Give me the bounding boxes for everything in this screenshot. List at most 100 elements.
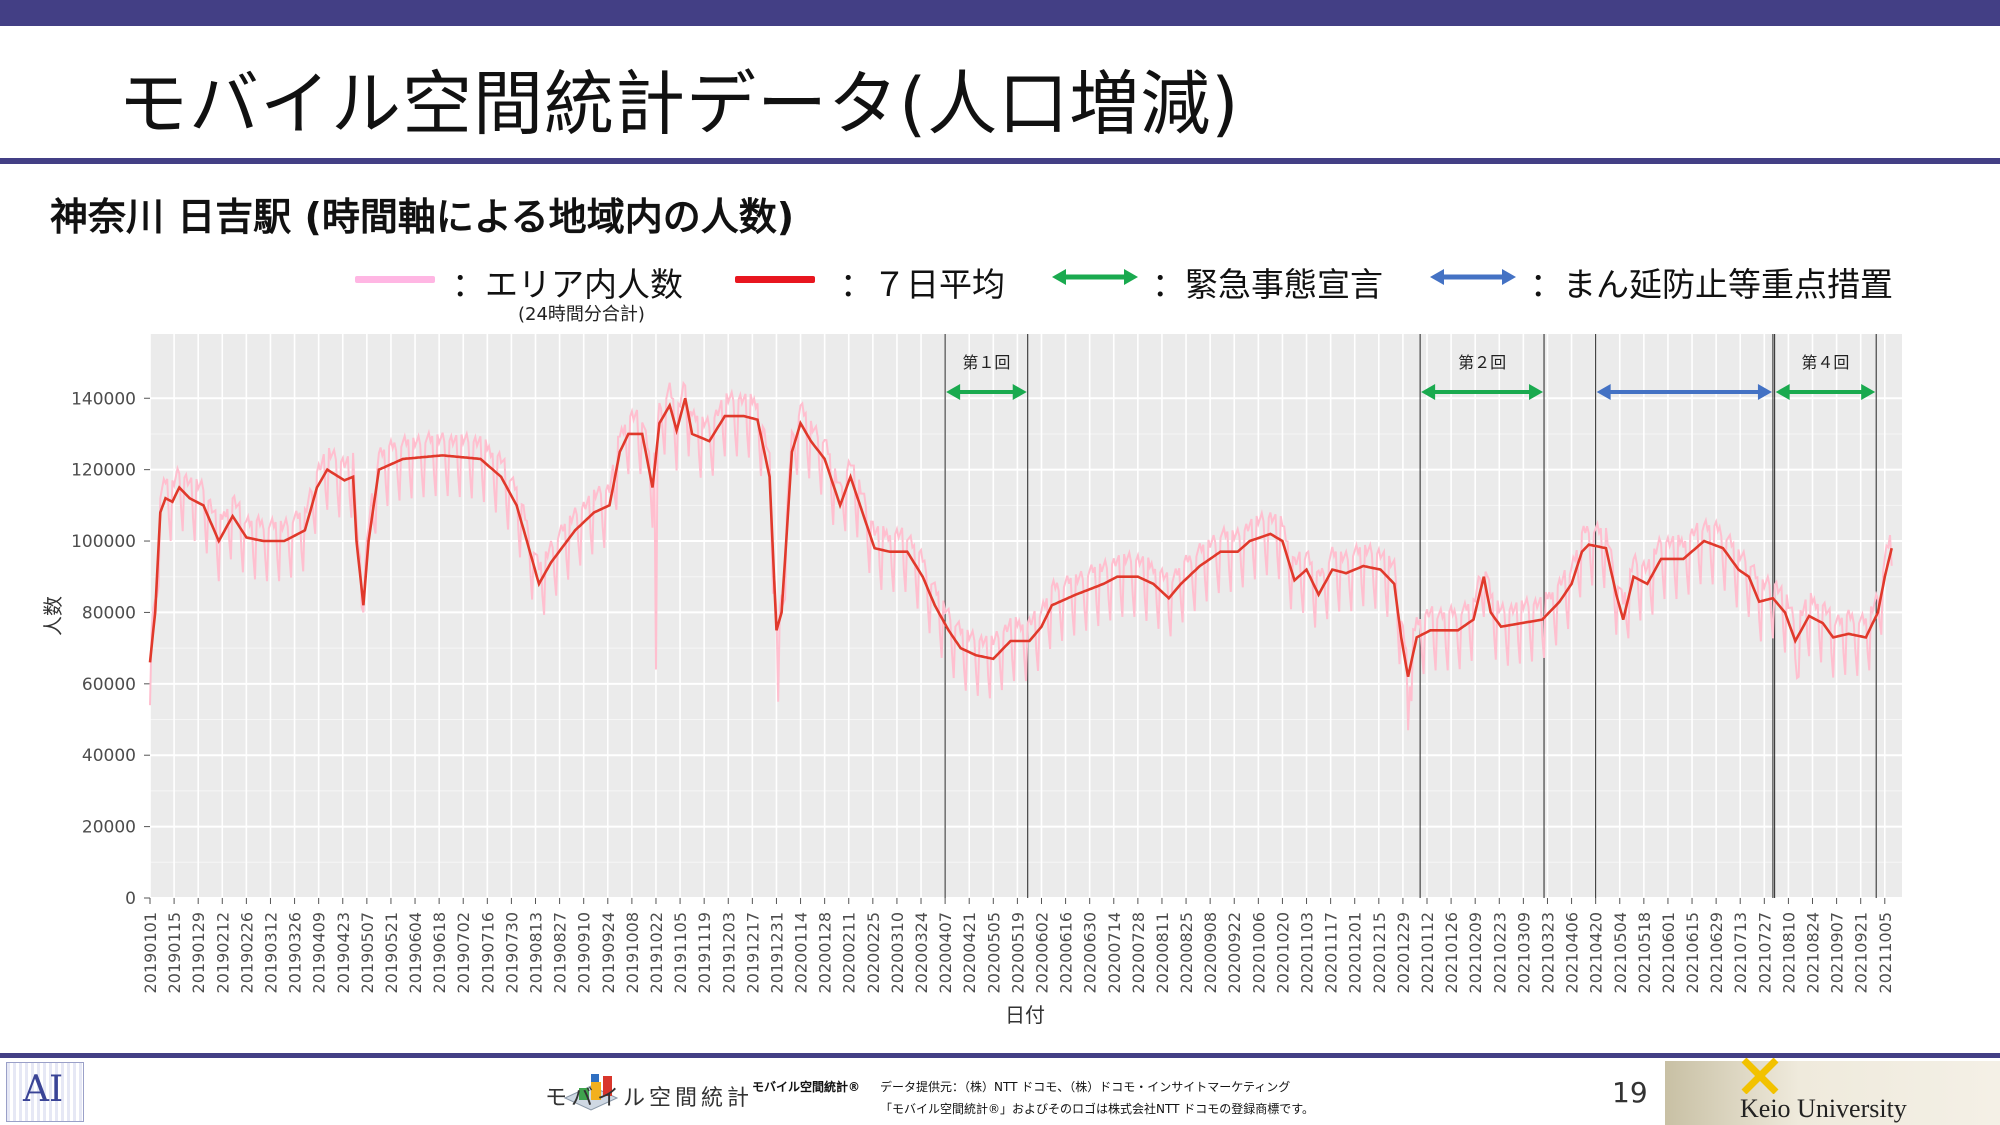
slide-title: モバイル空間統計データ(人口増減) — [118, 63, 1240, 145]
x-tick-label: 20210223 — [1490, 912, 1509, 993]
x-tick-label: 20210713 — [1731, 912, 1750, 993]
x-tick-label: 20190115 — [165, 912, 184, 993]
legend-label-manen: ：まん延防止等重点措置 — [1530, 265, 1893, 304]
x-axis: 20190101 20190115 20190129 20190212 20190226… — [141, 898, 1895, 993]
legend-swatch-raw — [355, 276, 435, 283]
x-tick-label: 20200922 — [1225, 912, 1244, 993]
x-tick-label: 20190813 — [527, 912, 546, 993]
x-tick-label: 20210420 — [1587, 912, 1606, 993]
x-tick-label: 20210921 — [1852, 912, 1871, 993]
x-tick-label: 20200519 — [1008, 912, 1027, 993]
y-tick-label: 120000 — [71, 461, 136, 481]
x-tick-label: 20201215 — [1370, 912, 1389, 993]
legend-arrow-manen — [1430, 269, 1516, 285]
period-arrow-head-left — [1421, 384, 1436, 400]
legend-note-raw: (24時間分合計) — [518, 304, 645, 325]
chart-legend: ：エリア内人数 (24時間分合計) ：７日平均 ：緊急事態宣言 ：まん延防止等重… — [0, 258, 2000, 325]
y-tick-label: 0 — [125, 889, 136, 909]
x-tick-label: 20200407 — [936, 912, 955, 993]
x-tick-label: 20200324 — [912, 912, 931, 993]
x-tick-label: 20210727 — [1755, 912, 1774, 993]
x-tick-label: 20210323 — [1538, 912, 1557, 993]
legend-label-raw: ：エリア内人数 — [452, 265, 683, 304]
x-tick-label: 20191203 — [719, 912, 738, 993]
x-tick-label: 20200128 — [816, 912, 835, 993]
keio-banner — [1665, 1061, 2000, 1125]
x-tick-label: 20190423 — [334, 912, 353, 993]
x-tick-label: 20210518 — [1635, 912, 1654, 993]
x-tick-label: 20190326 — [286, 912, 305, 993]
brand-small-text: モバイル空間統計® — [752, 1080, 861, 1094]
period-arrow-head-right — [1012, 384, 1027, 400]
x-tick-label: 20191217 — [743, 912, 762, 993]
grid-lines — [149, 334, 1902, 899]
x-tick-label: 20200211 — [840, 912, 859, 993]
x-tick-label: 20191231 — [767, 912, 786, 993]
x-tick-label: 20190716 — [478, 912, 497, 993]
y-axis-label: 人数 — [41, 596, 65, 636]
x-tick-label: 20210629 — [1707, 912, 1726, 993]
x-tick-label: 20201201 — [1346, 912, 1365, 993]
y-tick-label: 80000 — [82, 603, 136, 623]
x-tick-label: 20210112 — [1418, 912, 1437, 993]
data-provider-text: データ提供元：（株）NTT ドコモ、（株）ドコモ・インサイトマーケティング — [880, 1080, 1291, 1094]
legend-label-avg: ：７日平均 — [840, 265, 1005, 304]
x-tick-label: 20210504 — [1611, 912, 1630, 993]
y-tick-label: 20000 — [82, 818, 136, 838]
x-tick-label: 20210615 — [1683, 912, 1702, 993]
mobile-spatial-brand-text: モバイル空間統計 — [545, 1086, 754, 1111]
series-7day-average — [148, 397, 1893, 677]
y-tick-label: 140000 — [71, 389, 136, 409]
period-arrow-head-right — [1861, 384, 1876, 400]
x-tick-label: 20201117 — [1322, 912, 1341, 993]
x-tick-label: 20191022 — [647, 912, 666, 993]
period-arrow-head-right — [1757, 384, 1772, 400]
x-tick-label: 20190604 — [406, 912, 425, 993]
x-tick-label: 20200602 — [1032, 912, 1051, 993]
x-tick-label: 20210907 — [1828, 912, 1847, 993]
x-tick-label: 20190507 — [358, 912, 377, 993]
mobile-spatial-logo-icon — [563, 1074, 619, 1111]
population-line-chart: 020000400006000080000100000120000140000 … — [41, 334, 1902, 1027]
y-axis: 0 20000 40000 60000 80000 100000 120000 140000 — [71, 389, 150, 909]
x-tick-label: 20210601 — [1659, 912, 1678, 993]
x-tick-label: 20190226 — [237, 912, 256, 993]
x-tick-label: 20210824 — [1804, 912, 1823, 993]
x-tick-label: 20210209 — [1466, 912, 1485, 993]
period-label: 第２回 — [1458, 353, 1506, 372]
period-label: 第４回 — [1801, 353, 1849, 372]
x-tick-label: 20210406 — [1563, 912, 1582, 993]
period-label: 第１回 — [962, 353, 1010, 372]
x-tick-label: 20200310 — [888, 912, 907, 993]
plot-background — [150, 334, 1902, 898]
x-tick-label: 20190212 — [213, 912, 232, 993]
y-tick-label: 40000 — [82, 746, 136, 766]
trademark-text: 「モバイル空間統計®」およびそのロゴは株式会社NTT ドコモの登録商標です。 — [880, 1102, 1315, 1116]
x-tick-label: 20190129 — [189, 912, 208, 993]
top-accent-bar — [0, 0, 2000, 26]
x-tick-label: 20201020 — [1273, 912, 1292, 993]
x-tick-label: 20190702 — [454, 912, 473, 993]
x-tick-label: 20191008 — [623, 912, 642, 993]
x-tick-label: 20200421 — [960, 912, 979, 993]
chart-subtitle: 神奈川 日吉駅 (時間軸による地域内の人数) — [50, 195, 795, 239]
period-arrow-head-left — [1775, 384, 1790, 400]
period-arrow-head-right — [1529, 384, 1544, 400]
x-tick-label: 20191119 — [695, 912, 714, 993]
x-tick-label: 20190924 — [599, 912, 618, 993]
keio-university-label: Keio University — [1740, 1094, 1907, 1123]
legend-swatch-avg — [735, 276, 815, 283]
x-tick-label: 20190730 — [502, 912, 521, 993]
x-axis-label: 日付 — [1005, 1003, 1045, 1027]
x-tick-label: 20201103 — [1298, 912, 1317, 993]
x-tick-label: 20211005 — [1876, 912, 1895, 993]
title-divider — [0, 158, 2000, 164]
x-tick-label: 20200825 — [1177, 912, 1196, 993]
x-tick-label: 20190827 — [551, 912, 570, 993]
x-tick-label: 20191105 — [671, 912, 690, 993]
series-area-population — [149, 380, 1893, 731]
period-markers: 第１回 第２回 第４回 — [944, 334, 1877, 898]
x-tick-label: 20200728 — [1129, 912, 1148, 993]
x-tick-label: 20200714 — [1105, 912, 1124, 993]
x-tick-label: 20200505 — [984, 912, 1003, 993]
